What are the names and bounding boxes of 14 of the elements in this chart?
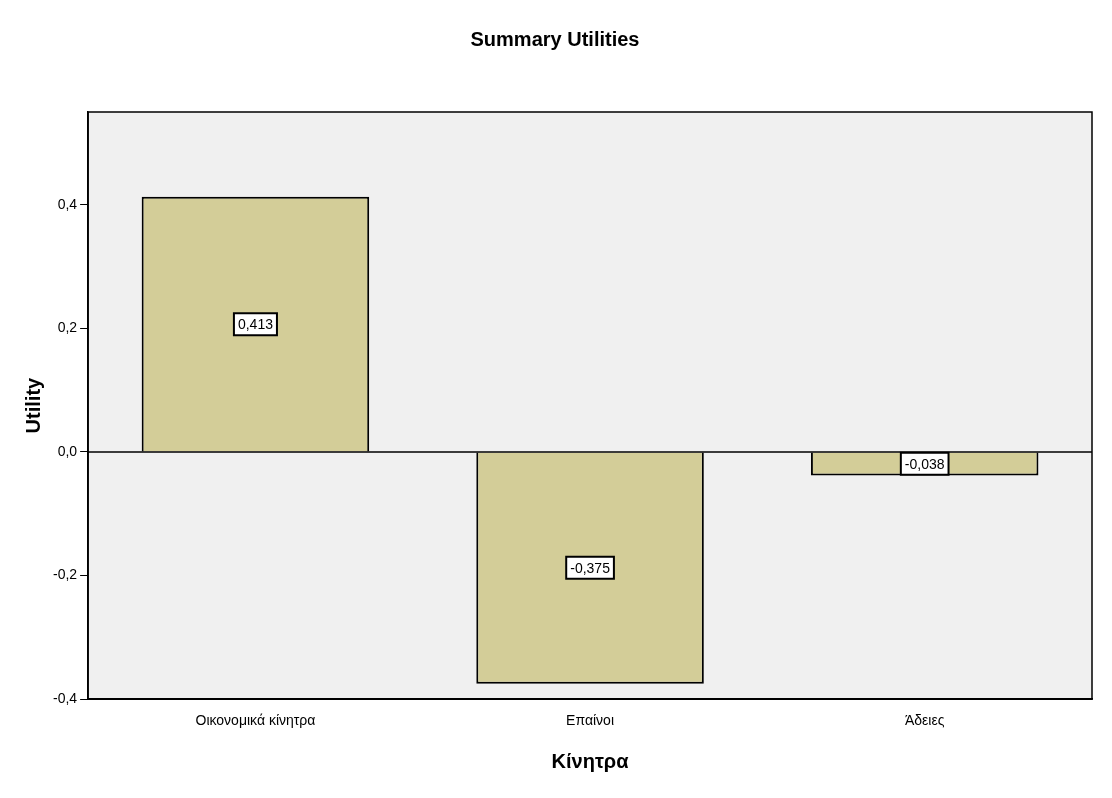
- y-axis-title: Utility: [21, 376, 44, 434]
- chart-title: Summary Utilities: [470, 27, 640, 50]
- x-axis-title: Κίνητρα: [551, 749, 630, 772]
- x-tick-label: Οικονομικά κίνητρα: [195, 712, 316, 729]
- data-label: -0,038: [904, 455, 945, 472]
- y-tick-label: 0,0: [57, 442, 78, 459]
- data-label: -0,375: [570, 559, 611, 576]
- y-tick-label: 0,2: [57, 319, 78, 336]
- data-label: 0,413: [237, 316, 274, 333]
- x-tick-label: Επαίνοι: [566, 712, 615, 729]
- y-tick-label: -0,4: [53, 690, 78, 707]
- y-tick-label: 0,4: [57, 195, 78, 212]
- y-tick-label: -0,2: [53, 566, 78, 583]
- x-tick-label: Άδειες: [904, 712, 945, 729]
